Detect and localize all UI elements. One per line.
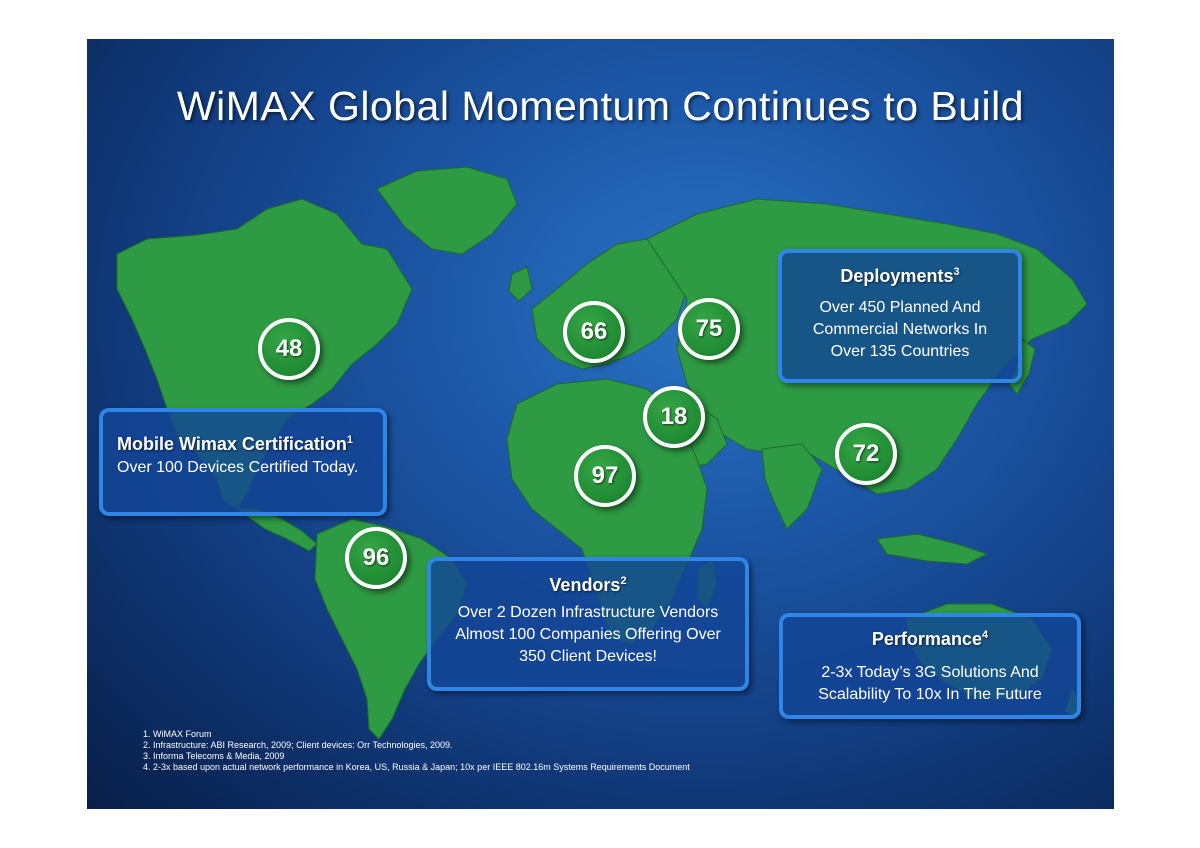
- footnotes: 1. WiMAX Forum 2. Infrastructure: ABI Re…: [143, 729, 690, 773]
- vendors-heading-text: Vendors: [549, 575, 621, 595]
- performance-footnote-ref: 4: [981, 629, 989, 641]
- region-badge-north-america: 48: [258, 318, 320, 380]
- deployments-line: Over 135 Countries: [830, 343, 970, 360]
- certification-heading: Mobile Wimax Certification1: [117, 434, 383, 455]
- india-landmass: [761, 443, 823, 530]
- footnote: 1. WiMAX Forum: [143, 729, 212, 739]
- region-badge-latin-america: 96: [345, 527, 407, 589]
- vendors-line: 350 Client Devices!: [519, 648, 657, 665]
- region-badge-africa: 97: [574, 445, 636, 507]
- badge-value: 18: [660, 403, 688, 430]
- deployments-heading: Deployments3: [782, 266, 1018, 287]
- performance-text: 2-3x Today’s 3G Solutions And Scalabilit…: [783, 662, 1077, 706]
- slide-title: WiMAX Global Momentum Continues to Build: [176, 83, 1025, 129]
- deployments-text: Over 450 Planned And Commercial Networks…: [782, 297, 1018, 363]
- deployments-line: Commercial Networks In: [812, 321, 988, 338]
- badge-value: 75: [695, 315, 723, 342]
- vendors-footnote-ref: 2: [620, 575, 627, 587]
- certification-box: Mobile Wimax Certification1 Over 100 Dev…: [99, 408, 387, 516]
- certification-text: Over 100 Devices Certified Today.: [117, 457, 383, 479]
- vendors-line: Almost 100 Companies Offering Over: [455, 626, 721, 643]
- badge-value: 72: [852, 440, 880, 467]
- performance-line: Scalability To 10x In The Future: [818, 686, 1042, 703]
- slide: WiMAX Global Momentum Continues to Build…: [87, 39, 1114, 809]
- performance-line: 2-3x Today’s 3G Solutions And: [821, 664, 1039, 681]
- performance-heading: Performance4: [783, 629, 1077, 650]
- vendors-line: Over 2 Dozen Infrastructure Vendors: [457, 604, 719, 621]
- vendors-text: Over 2 Dozen Infrastructure Vendors Almo…: [431, 602, 745, 668]
- certification-heading-text: Mobile Wimax Certification: [117, 434, 347, 454]
- certification-footnote-ref: 1: [346, 434, 353, 446]
- vendors-heading: Vendors2: [431, 575, 745, 596]
- badge-value: 96: [362, 544, 390, 571]
- badge-value: 66: [580, 318, 608, 345]
- deployments-line: Over 450 Planned And: [819, 299, 981, 316]
- vendors-box: Vendors2 Over 2 Dozen Infrastructure Ven…: [427, 557, 749, 691]
- uk-landmass: [508, 266, 533, 302]
- region-badge-eastern-europe: 75: [678, 298, 740, 360]
- footnote: 3. Informa Telecoms & Media, 2009: [143, 751, 285, 761]
- footnote: 4. 2-3x based upon actual network perfor…: [143, 762, 690, 772]
- performance-box: Performance4 2-3x Today’s 3G Solutions A…: [779, 613, 1081, 719]
- badge-value: 97: [591, 462, 619, 489]
- region-badge-middle-east: 18: [643, 386, 705, 448]
- deployments-heading-text: Deployments: [840, 266, 954, 286]
- performance-heading-text: Performance: [871, 629, 982, 649]
- footnote: 2. Infrastructure: ABI Research, 2009; C…: [143, 740, 453, 750]
- certification-line: Over 100 Devices Certified Today.: [117, 459, 359, 476]
- deployments-box: Deployments3 Over 450 Planned And Commer…: [778, 249, 1022, 383]
- indonesia-landmass: [876, 533, 989, 565]
- greenland-landmass: [376, 166, 518, 255]
- region-badge-asia-pacific: 72: [835, 423, 897, 485]
- deployments-footnote-ref: 3: [953, 266, 960, 278]
- region-badge-western-europe: 66: [563, 301, 625, 363]
- badge-value: 48: [275, 335, 303, 362]
